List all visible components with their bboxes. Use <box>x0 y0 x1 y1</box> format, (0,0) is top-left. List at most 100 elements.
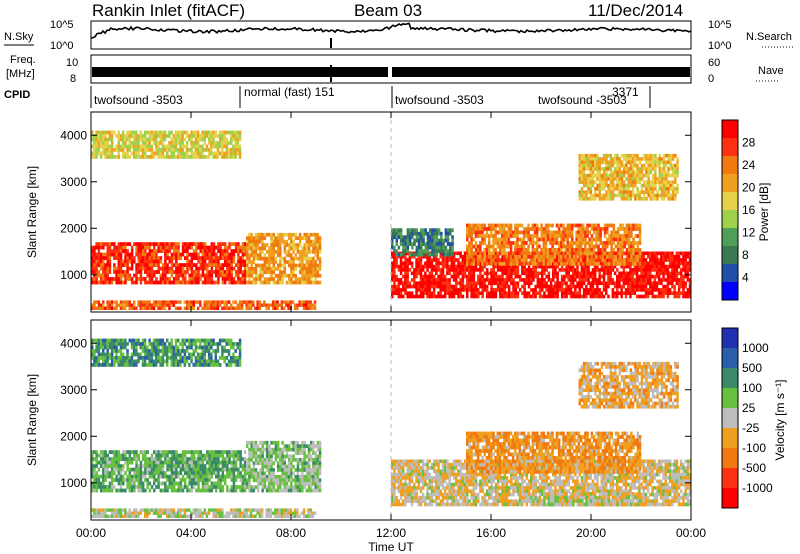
data-cell <box>119 137 123 142</box>
data-cell <box>121 137 125 142</box>
data-cell <box>234 300 237 304</box>
data-cell <box>546 234 550 238</box>
data-cell <box>596 157 599 161</box>
data-cell <box>128 252 132 257</box>
data-cell <box>102 130 105 135</box>
data-cell <box>128 242 132 246</box>
data-cell <box>503 237 506 242</box>
data-cell <box>161 134 165 138</box>
data-cell <box>501 271 504 276</box>
data-cell <box>276 303 279 307</box>
data-cell <box>419 274 423 279</box>
cpid-segment-5: 3371 <box>612 85 639 99</box>
data-cell <box>290 253 293 258</box>
data-cell <box>241 263 245 267</box>
data-cell <box>124 249 127 253</box>
data-cell <box>622 180 626 184</box>
data-cell <box>571 281 575 285</box>
data-cell <box>168 303 171 307</box>
data-cell <box>282 306 286 310</box>
data-cell <box>522 241 526 245</box>
data-cell <box>252 280 256 285</box>
data-cell <box>662 271 665 276</box>
data-cell <box>580 264 584 269</box>
data-cell <box>602 268 606 272</box>
data-cell <box>246 260 249 264</box>
data-cell <box>135 306 138 310</box>
data-cell <box>97 137 101 142</box>
data-cell <box>305 253 309 258</box>
data-cell <box>536 248 539 252</box>
data-cell <box>671 281 674 285</box>
data-cell <box>225 155 229 159</box>
data-cell <box>560 278 564 282</box>
data-cell <box>432 281 436 285</box>
data-cell <box>562 262 565 266</box>
data-cell <box>259 239 262 244</box>
data-cell <box>181 148 184 152</box>
data-cell <box>543 291 546 295</box>
data-cell <box>575 251 578 256</box>
data-cell <box>636 163 639 168</box>
data-cell <box>651 183 655 188</box>
data-cell <box>505 281 509 285</box>
data-cell <box>428 238 432 243</box>
data-cell <box>542 251 546 256</box>
data-cell <box>522 227 526 231</box>
data-cell <box>625 234 629 238</box>
data-cell <box>443 254 447 259</box>
data-cell <box>457 268 460 272</box>
data-cell <box>599 248 602 252</box>
data-cell <box>636 251 640 256</box>
data-cell <box>239 245 242 250</box>
data-cell <box>585 193 588 198</box>
data-cell <box>296 280 300 285</box>
data-cell <box>452 251 456 256</box>
data-cell <box>430 278 434 282</box>
data-cell <box>408 284 412 289</box>
data-cell <box>656 190 659 194</box>
data-cell <box>680 291 683 295</box>
data-cell <box>644 288 648 292</box>
data-cell <box>543 281 546 285</box>
data-cell <box>620 190 624 194</box>
data-cell <box>579 248 583 252</box>
data-cell <box>397 288 401 292</box>
data-cell <box>174 141 178 145</box>
data-cell <box>413 271 416 276</box>
data-cell <box>644 294 648 299</box>
data-cell <box>301 277 304 281</box>
data-cell <box>576 271 579 276</box>
data-cell <box>119 148 123 152</box>
data-cell <box>166 155 169 159</box>
data-cell <box>228 277 231 281</box>
data-cell <box>206 273 209 278</box>
data-cell <box>651 284 654 289</box>
data-cell <box>606 223 609 228</box>
data-cell <box>552 288 555 292</box>
data-cell <box>184 277 187 281</box>
data-cell <box>141 151 145 156</box>
data-cell <box>533 230 537 235</box>
data-cell <box>225 137 229 142</box>
data-cell <box>603 244 607 249</box>
data-cell <box>402 281 405 285</box>
data-cell <box>248 253 251 258</box>
data-cell <box>629 197 633 201</box>
data-cell <box>593 281 597 285</box>
data-cell <box>552 268 555 272</box>
data-cell <box>168 134 171 138</box>
data-cell <box>618 281 621 285</box>
data-cell <box>186 249 189 253</box>
data-cell <box>290 280 293 285</box>
data-cell <box>161 270 165 274</box>
data-cell <box>516 294 520 299</box>
data-cell <box>472 244 476 249</box>
data-cell <box>150 259 154 264</box>
data-cell <box>621 223 624 228</box>
data-cell <box>501 241 504 245</box>
data-cell <box>494 223 497 228</box>
data-cell <box>616 153 619 158</box>
data-cell <box>518 244 521 249</box>
data-cell <box>410 264 414 269</box>
